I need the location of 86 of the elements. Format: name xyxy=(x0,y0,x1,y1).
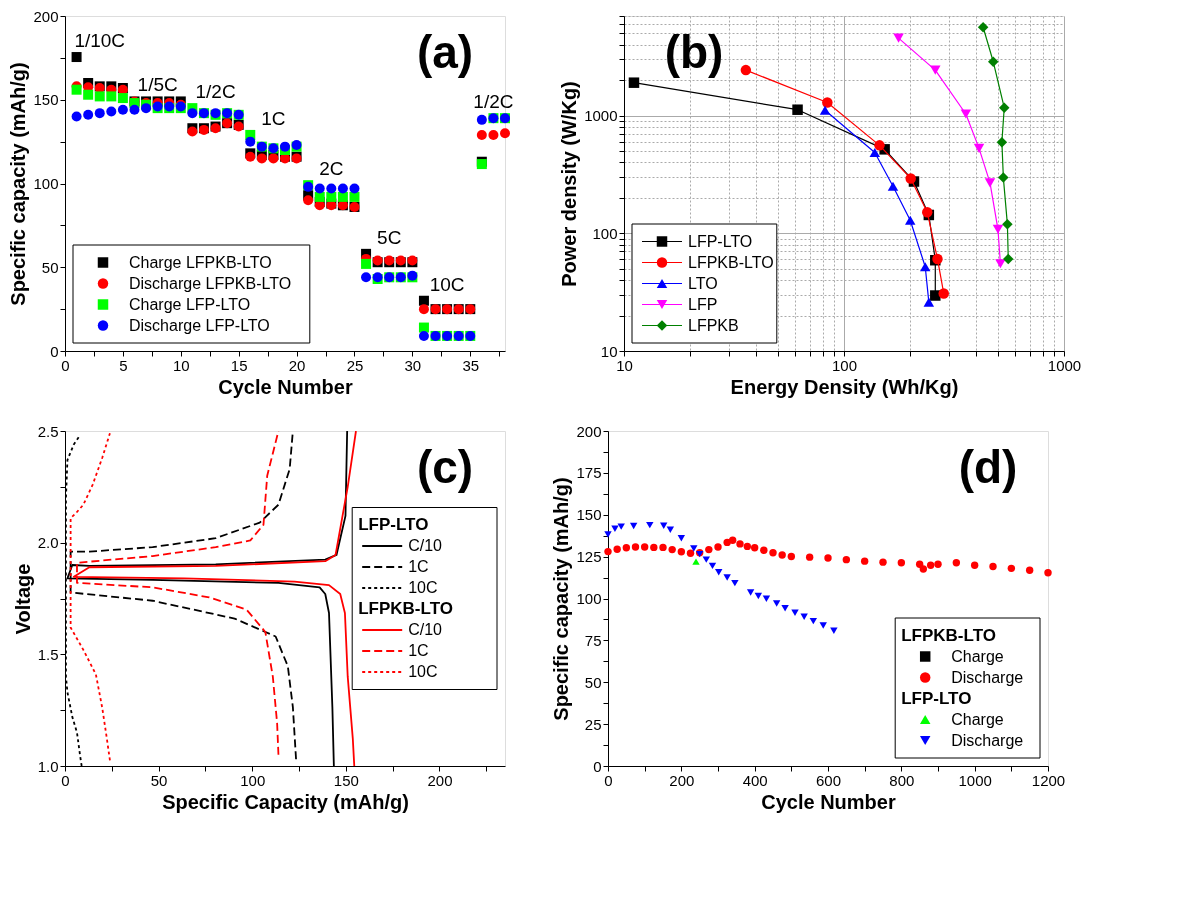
y-tick-label: 100 xyxy=(592,224,618,242)
y-tick-label: 175 xyxy=(576,464,602,482)
y-tick-label: 2.5 xyxy=(37,422,59,440)
annotation: 1C xyxy=(261,107,286,129)
legend-label: Charge xyxy=(951,647,1004,665)
annotation: 1/2C xyxy=(473,91,514,113)
x-tick-label: 800 xyxy=(889,771,915,789)
y-tick-label: 125 xyxy=(576,548,602,566)
y-tick-label: 150 xyxy=(576,506,602,524)
legend-label: LFPKB xyxy=(688,316,739,334)
x-tick-label: 200 xyxy=(427,771,453,789)
x-axis-title: Cycle Number xyxy=(218,375,353,398)
x-tick-label: 100 xyxy=(240,771,266,789)
y-tick-label: 1.0 xyxy=(37,757,59,775)
y-tick-label: 75 xyxy=(584,631,602,649)
y-tick-label: 25 xyxy=(584,715,602,733)
x-tick-label: 25 xyxy=(346,356,364,374)
y-tick-label: 0 xyxy=(593,757,602,775)
x-tick-label: 35 xyxy=(462,356,480,374)
legend-label: LTO xyxy=(688,274,718,292)
y-tick-label: 100 xyxy=(33,175,59,192)
x-tick-label: 150 xyxy=(333,771,359,789)
legend-label: Charge xyxy=(951,710,1004,728)
legend-label: C/10 xyxy=(408,537,443,554)
annotation: 1/5C xyxy=(137,74,178,96)
x-tick-label: 5 xyxy=(119,356,128,374)
legend-label: 1C xyxy=(408,642,429,659)
x-axis-title: Cycle Number xyxy=(761,790,896,813)
x-tick-label: 50 xyxy=(150,771,168,789)
annotation: (b) xyxy=(664,26,724,78)
annotation: 2C xyxy=(319,158,344,180)
x-axis-title: Energy Density (Wh/Kg) xyxy=(730,375,959,398)
y-tick-label: 0 xyxy=(50,342,59,360)
y-axis-title: Specific capacity (mAh/g) xyxy=(7,62,30,306)
annotation: LFPKB-LTO xyxy=(358,599,453,618)
x-axis-title: Specific Capacity (mAh/g) xyxy=(162,790,409,813)
x-tick-label: 0 xyxy=(61,356,70,374)
legend-label: LFP-LTO xyxy=(688,232,753,250)
x-tick-label: 100 xyxy=(831,356,858,374)
annotation: LFP-LTO xyxy=(901,688,972,708)
y-tick-label: 1.5 xyxy=(37,645,59,663)
y-tick-label: 10 xyxy=(600,342,618,360)
annotation: 5C xyxy=(377,226,402,248)
x-tick-label: 10 xyxy=(616,356,633,374)
legend-label: 1C xyxy=(408,558,429,575)
y-tick-label: 200 xyxy=(576,422,602,440)
x-tick-label: 600 xyxy=(815,771,842,789)
y-tick-label: 2.0 xyxy=(37,534,59,552)
y-tick-label: 50 xyxy=(41,258,59,276)
y-tick-label: 200 xyxy=(33,7,59,25)
legend-label: Discharge LFP-LTO xyxy=(129,316,270,334)
y-axis-title: Voltage xyxy=(11,563,34,635)
annotation: LFPKB-LTO xyxy=(901,625,996,645)
annotation: 10C xyxy=(429,273,465,295)
x-tick-label: 1000 xyxy=(958,771,992,789)
legend-label: Discharge LFPKB-LTO xyxy=(129,274,292,292)
legend-label: C/10 xyxy=(408,621,443,638)
x-tick-label: 200 xyxy=(669,771,695,789)
y-axis-title: Specific capacity (mAh/g) xyxy=(550,477,573,721)
legend-label: 10C xyxy=(408,663,438,680)
y-tick-label: 150 xyxy=(33,91,59,109)
legend-label: 10C xyxy=(408,579,438,596)
y-tick-label: 1000 xyxy=(584,107,618,125)
y-tick-label: 100 xyxy=(576,590,602,607)
legend-label: LFP xyxy=(688,295,718,313)
x-tick-label: 1200 xyxy=(1031,771,1066,789)
x-tick-label: 1000 xyxy=(1047,356,1082,374)
annotation: (d) xyxy=(958,441,1018,493)
legend-label: Discharge xyxy=(951,731,1024,749)
x-tick-label: 0 xyxy=(61,771,70,789)
annotation: (c) xyxy=(416,441,474,493)
x-tick-label: 30 xyxy=(404,356,422,374)
y-axis-title: Power density (W/Kg) xyxy=(558,81,581,287)
legend-label: Charge LFPKB-LTO xyxy=(129,253,272,271)
x-tick-label: 20 xyxy=(288,356,306,374)
legend-label: Charge LFP-LTO xyxy=(129,295,251,313)
legend-label: LFPKB-LTO xyxy=(688,253,774,271)
annotation: LFP-LTO xyxy=(358,515,429,534)
x-tick-label: 10 xyxy=(172,356,190,374)
annotation: (a) xyxy=(416,26,474,78)
legend-label: Discharge xyxy=(951,668,1024,686)
annotation: 1/10C xyxy=(74,30,126,52)
annotation: 1/2C xyxy=(195,81,236,103)
y-tick-label: 50 xyxy=(584,673,602,691)
x-tick-label: 400 xyxy=(742,771,768,789)
x-tick-label: 15 xyxy=(230,356,248,374)
